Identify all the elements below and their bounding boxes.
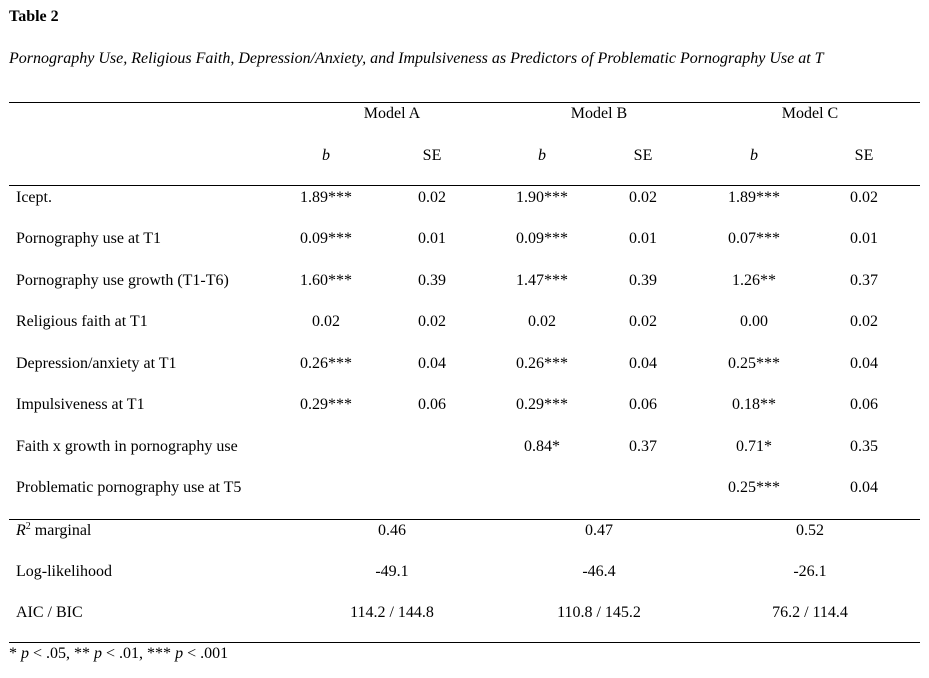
table-cell: 0.04 [850, 355, 878, 372]
table-cell: 0.04 [629, 355, 657, 372]
table-cell: 0.06 [850, 396, 878, 413]
table-cell: 0.06 [629, 396, 657, 413]
stat-label-rest: marginal [30, 522, 92, 539]
table-cell: 0.07*** [728, 230, 780, 247]
subheader-b-b: b [538, 147, 546, 164]
table-cell: 0.26*** [300, 355, 352, 372]
table-cell: 0.71* [736, 438, 772, 455]
model-b-header: Model B [570, 105, 628, 122]
table-cell: 1.90*** [516, 189, 568, 206]
table-cell: 0.25*** [728, 355, 780, 372]
table-cell: 0.25*** [728, 479, 780, 496]
stat-cell: 114.2 / 144.8 [350, 604, 434, 621]
note-t2: < .01, *** [102, 645, 176, 662]
table-cell: 0.02 [528, 313, 556, 330]
table-cell: 0.02 [850, 189, 878, 206]
row-label: Pornography use growth (T1-T6) [16, 272, 229, 289]
table-cell: 0.02 [629, 189, 657, 206]
note-p2: p [94, 645, 103, 662]
stats-rule [9, 519, 920, 520]
row-label: Problematic pornography use at T5 [16, 479, 242, 496]
table-cell: 0.01 [850, 230, 878, 247]
row-label: Impulsiveness at T1 [16, 396, 145, 413]
table-cell: 0.29*** [516, 396, 568, 413]
row-label: Religious faith at T1 [16, 313, 148, 330]
table-label: Table 2 [9, 8, 59, 25]
note-lead: * [9, 645, 21, 662]
subheader-se-c: SE [854, 147, 874, 164]
row-label: Depression/anxiety at T1 [16, 355, 177, 372]
table-cell: 0.02 [850, 313, 878, 330]
table-cell: 0.09*** [516, 230, 568, 247]
model-c-header: Model C [781, 105, 839, 122]
table-cell: 0.00 [740, 313, 768, 330]
table-cell: 0.04 [850, 479, 878, 496]
row-label: Faith x growth in pornography use [16, 438, 238, 455]
subheader-b-c: b [750, 147, 758, 164]
table-cell: 0.39 [418, 272, 446, 289]
significance-note: * p < .05, ** p < .01, *** p < .001 [9, 645, 228, 663]
table-title: Pornography Use, Religious Faith, Depres… [9, 50, 824, 67]
stat-label-sup: 2 [25, 521, 31, 532]
table-cell: 0.18** [732, 396, 776, 413]
stat-cell: -26.1 [793, 563, 827, 580]
header-rule [9, 185, 920, 186]
subheader-se-b: SE [633, 147, 653, 164]
table-cell: 0.02 [312, 313, 340, 330]
model-a-header: Model A [363, 105, 421, 122]
bottom-rule [9, 642, 920, 643]
note-t1: < .05, ** [29, 645, 95, 662]
table-cell: 0.02 [418, 313, 446, 330]
stat-label-italic: R [16, 522, 26, 539]
table-cell: 0.02 [629, 313, 657, 330]
table-cell: 0.02 [418, 189, 446, 206]
stat-cell: 0.46 [378, 522, 406, 539]
table-cell: 1.89*** [300, 189, 352, 206]
table-cell: 0.39 [629, 272, 657, 289]
subheader-b-a: b [322, 147, 330, 164]
stat-cell: -49.1 [375, 563, 409, 580]
table-cell: 0.04 [418, 355, 446, 372]
stat-cell: 76.2 / 114.4 [772, 604, 848, 621]
table-cell: 1.26** [732, 272, 776, 289]
row-label: Pornography use at T1 [16, 230, 162, 247]
stat-cell: 0.52 [796, 522, 824, 539]
note-p1: p [21, 645, 29, 662]
stat-label: R2 marginal [16, 521, 91, 541]
subheader-se-a: SE [422, 147, 442, 164]
table-cell: 0.09*** [300, 230, 352, 247]
stat-cell: 110.8 / 145.2 [557, 604, 641, 621]
table-cell: 0.06 [418, 396, 446, 413]
stat-cell: -46.4 [582, 563, 616, 580]
table-cell: 0.29*** [300, 396, 352, 413]
table-cell: 0.37 [850, 272, 878, 289]
top-rule [9, 102, 920, 103]
row-label: Icept. [16, 189, 52, 206]
stat-label: AIC / BIC [16, 604, 83, 621]
table-cell: 1.89*** [728, 189, 780, 206]
table-cell: 0.01 [418, 230, 446, 247]
table-cell: 0.35 [850, 438, 878, 455]
table-cell: 0.37 [629, 438, 657, 455]
table-cell: 0.84* [524, 438, 560, 455]
stat-label: Log-likelihood [16, 563, 112, 580]
table-cell: 0.01 [629, 230, 657, 247]
stat-cell: 0.47 [585, 522, 613, 539]
note-p3: p [175, 645, 184, 662]
note-t3: < .001 [183, 645, 229, 662]
table-cell: 0.26*** [516, 355, 568, 372]
table-cell: 1.60*** [300, 272, 352, 289]
table-cell: 1.47*** [516, 272, 568, 289]
